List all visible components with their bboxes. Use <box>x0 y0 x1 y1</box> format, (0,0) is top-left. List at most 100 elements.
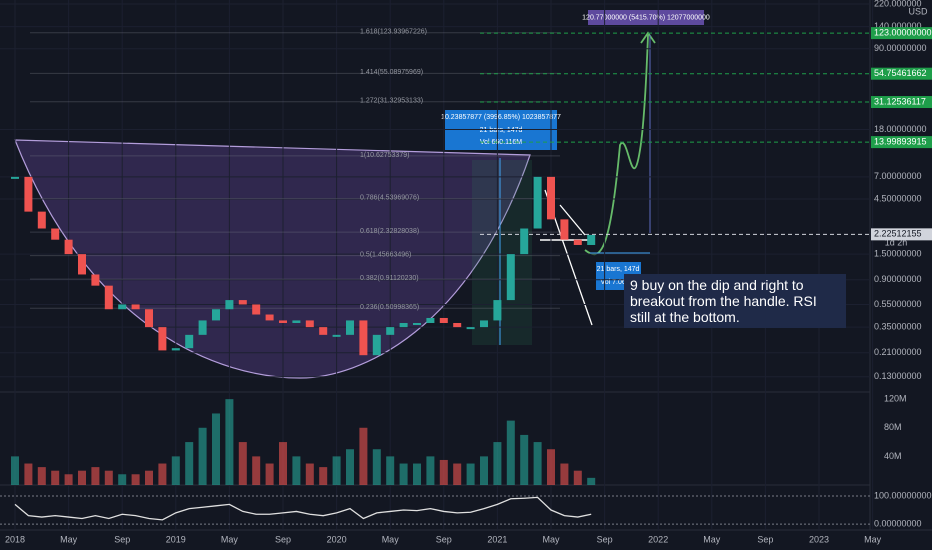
volume-bar <box>212 413 220 485</box>
annotation-text: Vol 7.061M <box>600 279 635 286</box>
candle <box>118 304 127 310</box>
comment-box: 9 buy on the dip and right to breakout f… <box>624 274 846 328</box>
price-marker-label: 31.12536117 <box>874 96 926 106</box>
y-tick-label: 18.00000000 <box>874 124 927 134</box>
volume-bar <box>560 463 569 485</box>
volume-bar <box>426 456 435 485</box>
candle <box>265 314 274 321</box>
candle <box>279 320 287 323</box>
handle-line <box>559 204 586 236</box>
x-tick-label: Sep <box>275 534 291 544</box>
candle <box>158 327 167 351</box>
x-tick-label: May <box>221 534 239 544</box>
candle <box>37 211 46 229</box>
y-tick-label: 0.55000000 <box>874 299 922 309</box>
annotation-box <box>445 110 557 150</box>
volume-bar <box>252 456 261 485</box>
candle <box>506 254 515 301</box>
rsi-tick-label: 0.00000000 <box>874 518 922 528</box>
x-tick-label: Sep <box>114 534 130 544</box>
fib-label: 0.236(0.50998365) <box>360 304 419 311</box>
candle <box>319 327 328 335</box>
y-tick-label: 1.50000000 <box>874 249 922 259</box>
x-tick-label: 2018 <box>5 534 25 544</box>
volume-bar <box>587 477 596 485</box>
volume-bar <box>225 399 234 485</box>
volume-bar <box>573 470 582 485</box>
annotation-box <box>588 10 704 25</box>
candle <box>547 176 555 220</box>
x-tick-label: 2019 <box>166 534 186 544</box>
candle <box>346 320 354 335</box>
candle <box>104 285 113 310</box>
y-tick-label: 0.90000000 <box>874 274 922 284</box>
volume-bar <box>493 442 502 485</box>
x-tick-label: 2022 <box>648 534 668 544</box>
x-tick-label: May <box>542 534 560 544</box>
timeframe-label: 1d 2h <box>885 237 908 247</box>
volume-tick-label: 120M <box>884 394 907 404</box>
x-tick-label: May <box>382 534 400 544</box>
candle <box>573 239 582 245</box>
volume-bar <box>372 449 381 485</box>
y-tick-label: 0.21000000 <box>874 347 922 357</box>
volume-bar <box>279 442 287 485</box>
projection-curve <box>584 34 649 256</box>
candle <box>238 300 247 305</box>
fib-label: 0.5(1.45663496) <box>360 251 411 258</box>
volume-bar <box>185 442 194 485</box>
volume-bar <box>265 463 274 485</box>
volume-bar <box>466 463 475 485</box>
candle <box>24 176 33 212</box>
volume-bar <box>480 456 488 485</box>
annotation-text: 21 bars, 147d <box>480 127 523 134</box>
price-marker-label: 13.99893915 <box>874 136 927 146</box>
fib-label: 1.414(55.08975969) <box>360 69 423 76</box>
volume-bar <box>413 463 421 485</box>
candle <box>439 317 448 323</box>
volume-bar <box>118 474 127 485</box>
volume-bar <box>11 456 19 485</box>
rsi-line <box>14 496 592 521</box>
volume-bar <box>91 467 100 485</box>
volume-tick-label: 80M <box>884 422 902 432</box>
candle <box>78 254 86 275</box>
annotation-text: 21 bars, 147d <box>597 266 640 273</box>
fib-label: 0.618(2.32828038) <box>360 228 419 235</box>
candle <box>399 322 408 328</box>
volume-bar <box>158 463 167 485</box>
candle <box>520 228 529 255</box>
candle <box>332 334 341 337</box>
x-tick-label: 2023 <box>809 534 829 544</box>
volume-bar <box>78 470 86 485</box>
candle <box>145 309 153 328</box>
x-tick-label: May <box>703 534 721 544</box>
fib-label: 1.272(31.32953133) <box>360 98 423 105</box>
volume-bar <box>64 474 73 485</box>
currency-label: USD <box>908 6 928 16</box>
volume-bar <box>51 470 60 485</box>
x-tick-label: Sep <box>757 534 773 544</box>
candle <box>131 304 140 310</box>
volume-bar <box>453 463 462 485</box>
x-tick-label: 2020 <box>327 534 347 544</box>
price-marker-box <box>871 27 932 40</box>
price-marker-box <box>871 67 932 80</box>
price-marker-label: 2.22512155 <box>874 229 922 239</box>
candle <box>198 320 207 335</box>
x-tick-label: Sep <box>597 534 613 544</box>
volume-bar <box>305 463 314 485</box>
volume-bar <box>104 470 113 485</box>
candle <box>359 320 368 356</box>
volume-bar <box>520 434 529 485</box>
y-tick-label: 0.13000000 <box>874 371 922 381</box>
candle <box>305 320 314 328</box>
fib-label: 0.382(0.91120230) <box>360 275 419 282</box>
x-tick-label: Sep <box>436 534 452 544</box>
volume-bar <box>533 442 542 485</box>
y-tick-label: 220.000000 <box>874 0 922 8</box>
annotation-text: 120.77000000 (5415.70%) 12077000000 <box>582 14 710 21</box>
y-tick-label: 4.50000000 <box>874 193 922 203</box>
candle <box>11 176 19 179</box>
